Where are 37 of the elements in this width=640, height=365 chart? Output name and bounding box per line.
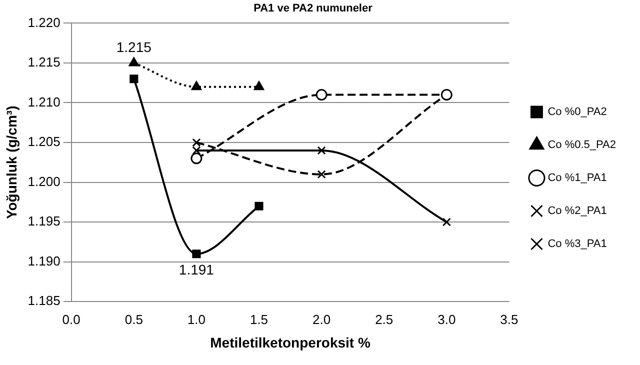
- point: [192, 250, 201, 258]
- point: [190, 152, 202, 164]
- x-tick-label: 0.5: [124, 312, 143, 327]
- point: [191, 81, 202, 90]
- legend-label: Co %1_PA1: [548, 172, 607, 184]
- annotation: 1.191: [178, 262, 214, 278]
- legend-label: Co %0.5_PA2: [548, 139, 616, 152]
- point: [317, 170, 326, 179]
- x-axis-title: Metiletilketonperoksit %: [210, 334, 371, 350]
- annotation: 1.215: [116, 38, 152, 55]
- legend-label: Co %2_PA1: [548, 205, 607, 218]
- x-tick-label: 0.0: [62, 312, 80, 327]
- x-tick-label: 1.5: [250, 312, 268, 327]
- y-tick-label: 1.185: [28, 293, 60, 308]
- point: [254, 202, 264, 210]
- point: [316, 89, 328, 101]
- legend-label: Co %3_PA1: [548, 238, 607, 250]
- x-tick-label: 2.5: [375, 312, 394, 327]
- y-tick-label: 1.210: [28, 94, 60, 110]
- y-tick-label: 1.205: [28, 134, 60, 150]
- x-tick-label: 2.0: [312, 312, 331, 327]
- point: [130, 74, 138, 84]
- x-tick-label: 3.5: [500, 312, 518, 327]
- point: [442, 218, 451, 226]
- chart-title: PA1 ve PA2 numuneler: [254, 2, 374, 15]
- x-tick-label: 3.0: [438, 312, 456, 327]
- y-tick-label: 1.195: [28, 214, 60, 229]
- y-tick-label: 1.220: [28, 14, 60, 30]
- point: [254, 81, 264, 90]
- x-tick-label: 1.0: [187, 312, 206, 327]
- y-axis-title: Yoğunluk (g/cm³): [3, 106, 20, 220]
- y-tick-label: 1.215: [28, 54, 60, 70]
- legend-label: Co %0_PA2: [548, 106, 607, 118]
- y-tick-label: 1.200: [28, 174, 60, 189]
- y-tick-label: 1.190: [28, 253, 60, 268]
- point: [317, 146, 326, 155]
- point: [128, 57, 139, 66]
